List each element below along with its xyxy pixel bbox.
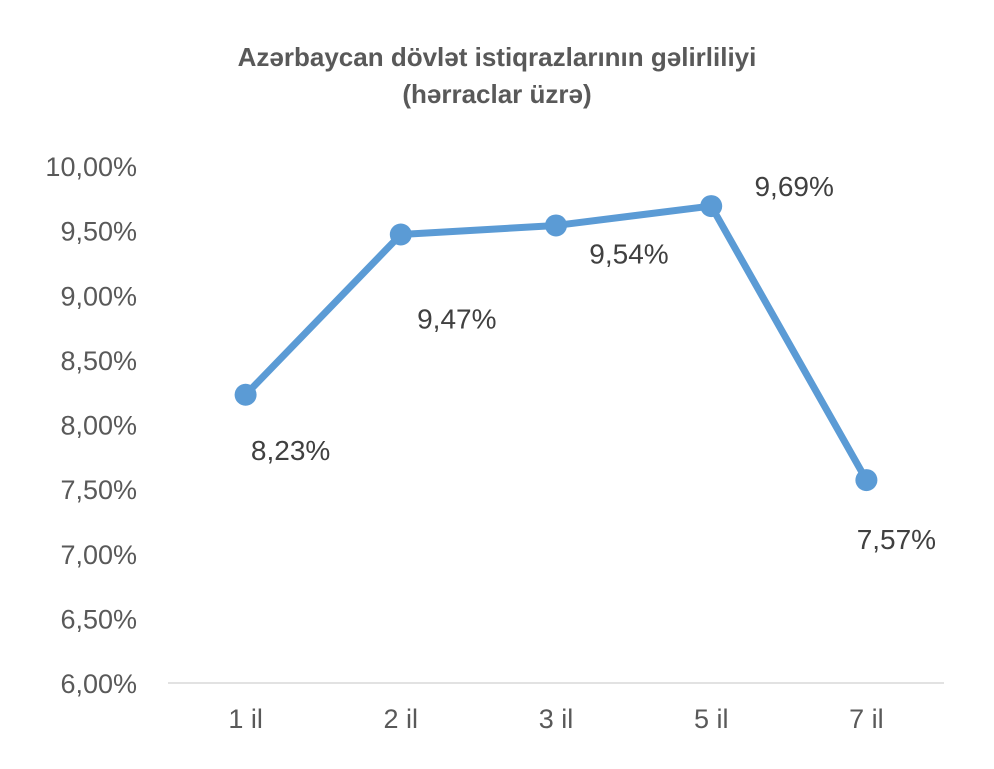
y-tick-label: 10,00%	[45, 152, 137, 182]
data-label: 9,54%	[589, 238, 668, 269]
y-tick-label: 6,00%	[60, 669, 137, 699]
y-tick-label: 9,00%	[60, 281, 137, 311]
y-tick-label: 9,50%	[60, 217, 137, 247]
x-tick-label: 7 il	[849, 704, 884, 734]
data-labels: 8,23% 9,47% 9,54% 9,69% 7,57%	[251, 171, 936, 555]
data-label: 8,23%	[251, 435, 330, 466]
x-axis: 1 il 2 il 3 il 5 il 7 il	[168, 682, 944, 734]
plot-area	[234, 195, 878, 492]
data-point	[389, 223, 412, 246]
x-tick-label: 3 il	[539, 704, 574, 734]
data-point	[234, 383, 257, 406]
x-tick-label: 5 il	[694, 704, 729, 734]
data-label: 9,47%	[417, 304, 496, 335]
chart-title-line-1: Azərbaycan dövlət istiqrazlarının gəlirl…	[238, 42, 757, 72]
series-line	[242, 202, 870, 484]
y-tick-label: 7,50%	[60, 475, 137, 505]
x-tick-label: 2 il	[384, 704, 419, 734]
data-point	[545, 214, 567, 237]
y-tick-label: 8,00%	[60, 411, 137, 441]
chart-title-line-2: (hərraclar üzrə)	[402, 79, 591, 109]
y-axis: 6,00% 6,50% 7,00% 7,50% 8,00% 8,50% 9,00% 9,50%…	[45, 152, 137, 699]
data-label: 9,69%	[754, 171, 833, 202]
y-tick-label: 7,00%	[60, 540, 137, 570]
data-point	[700, 195, 723, 218]
chart-title: Azərbaycan dövlət istiqrazlarının gəlirl…	[238, 42, 757, 109]
data-point	[855, 469, 878, 492]
x-tick-label: 1 il	[228, 704, 263, 734]
data-label: 7,57%	[857, 524, 936, 555]
y-tick-label: 6,50%	[60, 604, 137, 634]
y-tick-label: 8,50%	[60, 346, 137, 376]
